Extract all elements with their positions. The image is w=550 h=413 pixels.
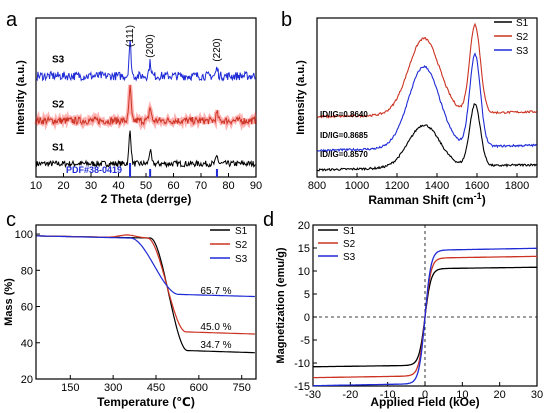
b-xtick-label: 1800 [505,180,529,192]
x-axis-label-b: Ramman Shift (cm-1) [368,191,485,207]
panel-c: 150 300 450 600 750 20 40 60 80 100 65.7 % 45.0 % 34… [3,209,257,409]
d-xtick-label: 30 [531,389,543,401]
series-S1-line [317,103,537,172]
a-xtick-label: 80 [222,180,234,192]
peak-label: (200) [145,34,156,57]
legend-label-S3: S3 [516,46,529,57]
c-xtick-label: 150 [61,382,79,394]
d-xtick-label: -20 [342,389,358,401]
b-xtick-label: 800 [308,180,326,192]
d-xtick-label: -10 [380,389,396,401]
a-xtick-label: 40 [112,180,124,192]
reference-label: PDF#38-0419 [66,165,122,175]
series-S3-line [36,40,256,82]
c-ytick-label: 40 [21,338,33,350]
c-xtick-label: 600 [190,382,208,394]
panel-label-c: c [6,209,16,231]
y-axis-label-b: Intensity (a.u.) [295,60,307,135]
d-ytick-label: 0 [304,312,310,324]
d-ytick-label: 5 [304,289,310,301]
x-axis-label-b-sup: -1 [474,191,482,201]
panel-d: -30 -20 -10 0 10 20 30 -15 -10 -5 0 5 10 15 20 S1 S2 S3 d A… [263,209,543,409]
y-axis-label-c: Mass (%) [3,278,15,326]
b-xtick-label: 1600 [465,180,489,192]
legend-label-S3: S3 [235,254,248,265]
a-xtick-label: 60 [167,180,179,192]
x-axis-label-b-main: Ramman Shift (cm [368,193,473,207]
legend-label-S2: S2 [235,240,248,251]
c-xtick-label: 750 [233,382,251,394]
c-ytick-label: 60 [21,302,33,314]
a-xtick-label: 50 [140,180,152,192]
series-label-S2: S2 [52,99,65,110]
c-xtick-label: 450 [147,382,165,394]
d-ytick-label: -5 [300,335,310,347]
a-xtick-label: 30 [85,180,97,192]
d-xtick-label: 0 [422,389,428,401]
d-xtick-label: 20 [494,389,506,401]
d-ytick-label: 20 [298,220,310,232]
a-xtick-label: 20 [57,180,69,192]
legend-label-S1: S1 [516,18,529,29]
series-S3-line [313,247,537,387]
c-ytick-label: 20 [21,374,33,386]
legend-label-S1: S1 [343,226,356,237]
plot-frame-c [35,224,257,380]
b-xtick-label: 1200 [385,180,409,192]
series-S2-line [36,234,255,335]
plot-frame-b [316,17,538,178]
panel-label-a: a [6,9,18,31]
y-axis-label-d: Magnetization (emu/g) [275,247,287,363]
ratio-annotation: ID/IG=0.8640 [320,110,368,119]
b-xtick-label: 1000 [345,180,369,192]
d-ytick-label: 10 [298,266,310,278]
c-xtick-label: 300 [104,382,122,394]
series-S3-line [36,235,255,298]
x-axis-label-b-tail: ) [482,193,486,207]
legend-label-S2: S2 [516,32,529,43]
residual-label: 45.0 % [200,322,231,333]
series-label-S3: S3 [52,55,65,66]
series-label-S1: S1 [52,143,65,154]
peak-label: (220) [212,38,223,61]
peak-label: (111) [125,25,136,47]
panel-label-b: b [281,9,292,31]
series-S2-line [36,84,256,126]
a-xtick-label: 70 [195,180,207,192]
d-xtick-label: -30 [305,389,321,401]
d-ytick-label: -15 [294,381,310,393]
series-S1-line [36,130,256,169]
a-xtick-label: 90 [250,180,262,192]
x-axis-label-c: Temperature (℃) [97,395,195,409]
y-axis-label-a: Intensity (a.u.) [15,60,27,135]
x-axis-label-a: 2 Theta (derrge) [101,192,192,206]
legend-label-S2: S2 [343,239,356,250]
b-xtick-label: 1400 [425,180,449,192]
series-S2-line [317,22,538,119]
residual-label: 34.7 % [200,340,231,351]
ratio-annotation: ID/IG=0.8570 [320,150,368,159]
panel-b: 800 1000 1200 1400 1600 1800 ID/IG=0.8640 ID/IG… [281,9,538,207]
d-ytick-label: -10 [294,358,310,370]
panel-label-d: d [263,209,274,231]
d-ytick-label: 15 [298,243,310,255]
x-axis-label-d: Applied Field (kOe) [370,395,479,409]
ratio-annotation: ID/IG=0.8685 [320,131,368,140]
legend-label-S1: S1 [235,226,248,237]
series-S3-line [317,52,537,153]
c-ytick-label: 100 [15,229,33,241]
legend-label-S3: S3 [343,252,356,263]
d-xtick-label: 10 [456,389,468,401]
panel-a: 10 20 30 40 50 60 70 80 90 S1 S2 S3 PDF#38-0419 (111)… [6,9,262,206]
c-ytick-label: 80 [21,265,33,277]
residual-label: 65.7 % [200,286,231,297]
a-xtick-label: 10 [30,180,42,192]
